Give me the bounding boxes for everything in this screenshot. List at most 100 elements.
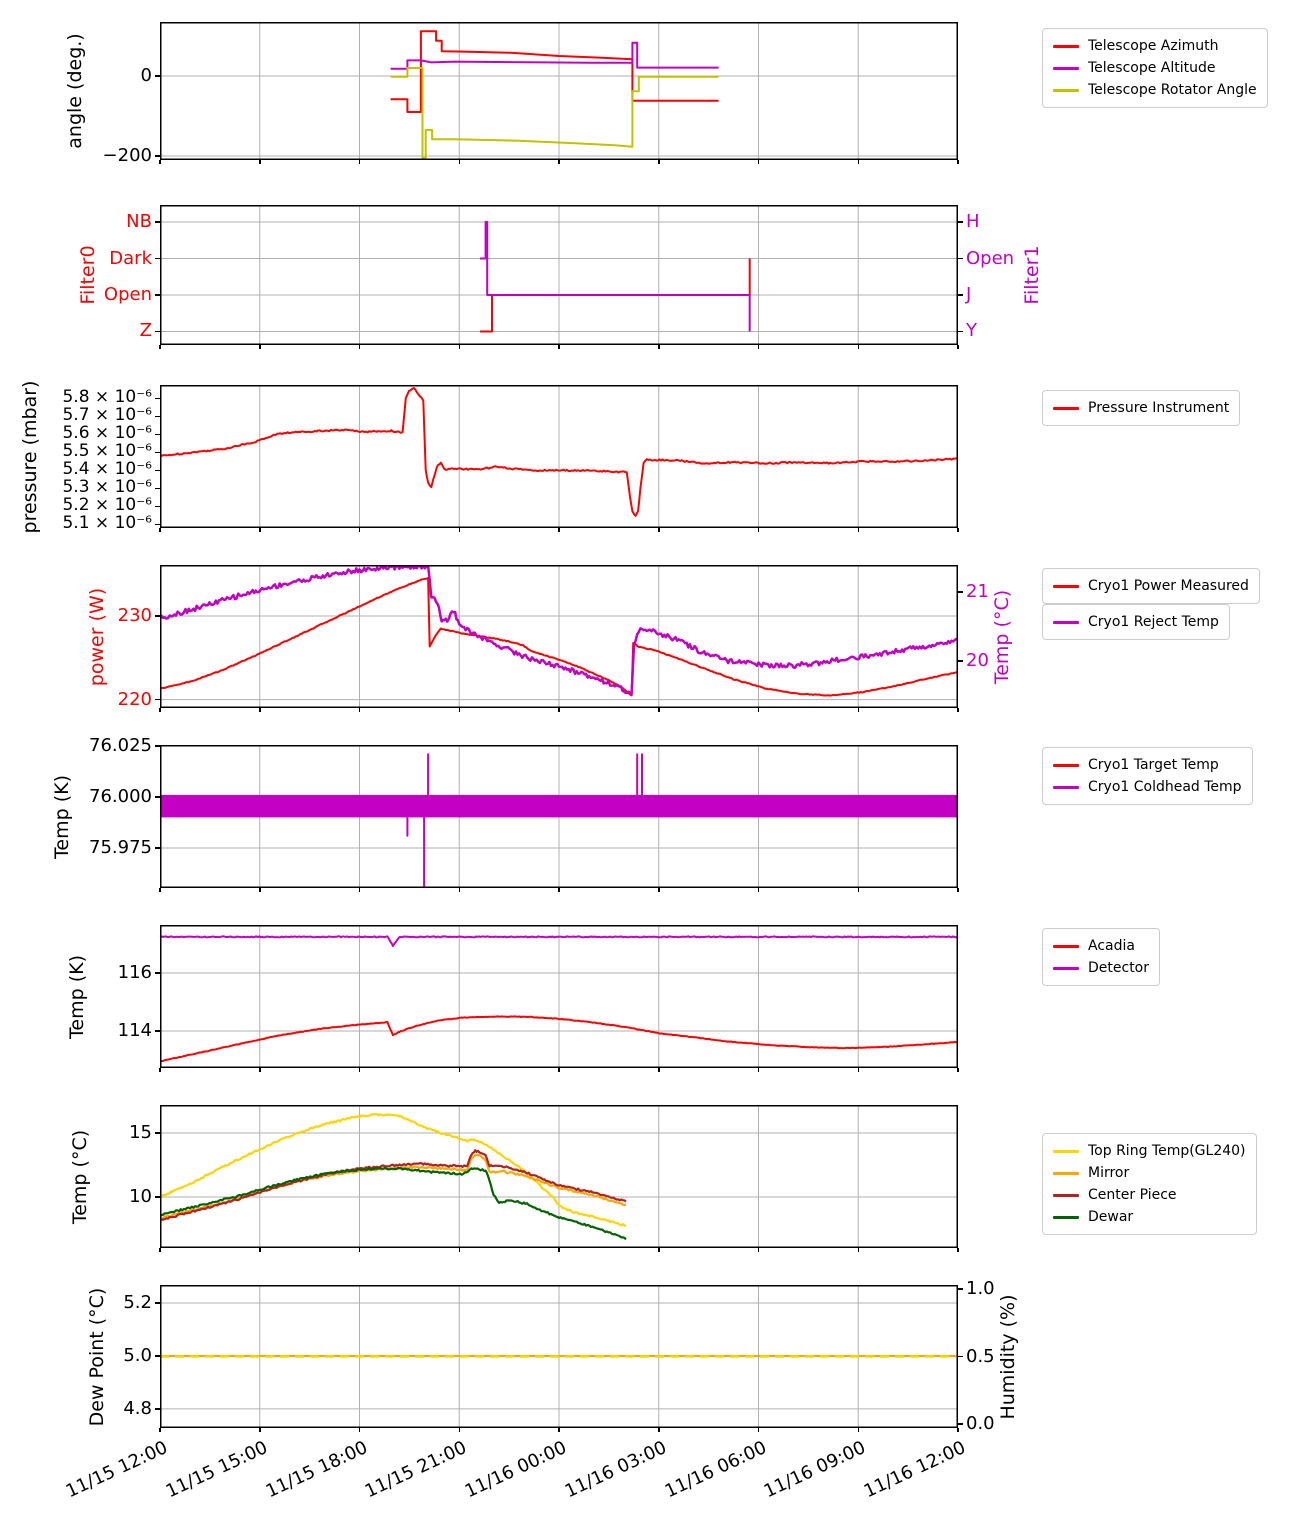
y-axis-label: Temp (°C) [69, 1129, 91, 1224]
series-cryo1-coldhead-temp-spikes [406, 753, 643, 888]
x-tick-mark [358, 1068, 361, 1072]
x-tick-mark [558, 888, 560, 892]
y-tick-label-right: 21 [966, 580, 989, 602]
y-axis-label-right: Filter1 [1021, 245, 1043, 305]
y-axis-label-right: Temp (°C) [991, 589, 1013, 684]
y-axis-label-right: Humidity (%) [997, 1293, 1019, 1420]
y-tick-mark [155, 155, 160, 157]
legend-swatch-red-line-icon [1053, 44, 1079, 48]
series-cryo1-power-measured [160, 577, 958, 697]
axes-spines [160, 205, 958, 345]
y-tick-label-right: Open [966, 247, 1015, 269]
legend-angle-0: Telescope Azimuth Telescope Altitude Teles… [1042, 28, 1268, 108]
axes-spines [160, 925, 958, 1068]
x-tick-mark [658, 888, 660, 892]
legend-swatch-magenta-line-icon [1053, 66, 1079, 70]
axes-spines [160, 1105, 958, 1248]
legend-item: Cryo1 Power Measured [1053, 575, 1249, 597]
x-tick-mark [259, 1248, 261, 1252]
y-tick-label: 15 [129, 1122, 152, 1144]
x-tick-mark [757, 708, 760, 712]
plot-area-cryo-temp [160, 745, 958, 888]
legend-item: Pressure Instrument [1053, 397, 1229, 419]
y-tick-label: 5.1 × 10⁻⁶ [62, 513, 152, 534]
y-tick-label: 5.6 × 10⁻⁶ [62, 423, 152, 444]
axes-spines [160, 565, 958, 708]
x-tick-mark [259, 1428, 261, 1432]
legend-swatch-olive-line-icon [1053, 88, 1079, 92]
x-tick-mark [458, 160, 460, 164]
y-tick-label-right: 0.0 [966, 1412, 995, 1434]
x-tick-mark [159, 160, 161, 164]
axes-spines [160, 745, 958, 888]
y-tick-label: 116 [117, 962, 152, 984]
y-axis-label: Temp (K) [51, 774, 73, 859]
y-tick-mark-right [958, 591, 963, 593]
plot-area-cryo-power [160, 565, 958, 708]
y-tick-mark [155, 847, 160, 849]
series-dewar [160, 1166, 627, 1241]
series-acadia [160, 1015, 958, 1063]
legend-label: Center Piece [1088, 1187, 1177, 1203]
x-tick-mark [757, 345, 760, 349]
x-tick-mark [358, 1248, 361, 1252]
x-tick-mark [458, 528, 460, 532]
y-tick-label: 5.3 × 10⁻⁶ [62, 477, 152, 498]
legend-label: Cryo1 Power Measured [1088, 578, 1249, 594]
y-tick-label: 5.0 [123, 1344, 152, 1366]
y-axis-label: Dew Point (°C) [86, 1287, 108, 1426]
x-tick-mark [957, 528, 959, 532]
legend-item: Cryo1 Reject Temp [1053, 611, 1219, 633]
legend-label: Mirror [1088, 1165, 1130, 1181]
x-tick-mark [259, 708, 261, 712]
y-tick-mark [155, 487, 160, 490]
plot-area-filters [160, 205, 958, 345]
y-tick-label: Open [103, 284, 152, 305]
x-tick-mark [658, 1068, 660, 1072]
x-tick-mark [957, 345, 959, 349]
y-tick-mark [155, 415, 160, 418]
legend-label: Top Ring Temp(GL240) [1088, 1143, 1246, 1159]
y-tick-mark-right [958, 221, 963, 223]
y-axis-label: Temp (K) [66, 954, 88, 1039]
series-telescope-azimuth [390, 30, 719, 113]
x-tick-mark [658, 1428, 660, 1432]
y-tick-label: 10 [129, 1186, 152, 1208]
series-mirror [160, 1153, 627, 1220]
legend-item: Cryo1 Coldhead Temp [1053, 776, 1242, 798]
x-tick-mark [857, 888, 859, 892]
y-axis-label: pressure (mbar) [19, 380, 41, 533]
x-tick-mark [558, 708, 560, 712]
legend-label: Acadia [1088, 938, 1135, 954]
x-tick-mark [259, 160, 261, 164]
legend-detector-temp-0: Acadia Detector [1042, 928, 1161, 986]
legend-swatch-magenta-line-icon [1053, 785, 1079, 789]
y-tick-label: 4.8 [123, 1397, 152, 1419]
y-tick-label-right: 0.5 [966, 1345, 995, 1367]
legend-item: Mirror [1053, 1162, 1246, 1184]
y-tick-mark [155, 615, 160, 617]
plot-area-dewpoint-humidity [160, 1285, 958, 1428]
x-tick-mark [857, 708, 859, 712]
x-tick-mark [358, 160, 361, 164]
y-tick-mark-right [958, 1355, 963, 1358]
x-tick-mark [259, 888, 261, 892]
x-tick-mark [159, 888, 161, 892]
y-tick-mark-right [958, 1423, 963, 1425]
x-tick-mark [159, 1248, 161, 1252]
plot-area-angle [160, 22, 958, 160]
x-tick-mark [558, 1248, 560, 1252]
y-tick-label: 220 [117, 688, 152, 710]
legend-swatch-magenta-line-icon [1053, 620, 1079, 624]
panel-detector-temp [160, 925, 958, 1068]
y-tick-mark [155, 294, 160, 296]
x-tick-mark [358, 528, 361, 532]
axes-spines [160, 22, 958, 160]
y-tick-label: 0 [140, 65, 152, 86]
x-tick-mark [159, 1428, 161, 1432]
x-tick-mark [757, 888, 760, 892]
y-tick-label: 76.000 [89, 786, 152, 808]
legend-label: Cryo1 Coldhead Temp [1088, 779, 1242, 795]
x-tick-mark [658, 1248, 660, 1252]
